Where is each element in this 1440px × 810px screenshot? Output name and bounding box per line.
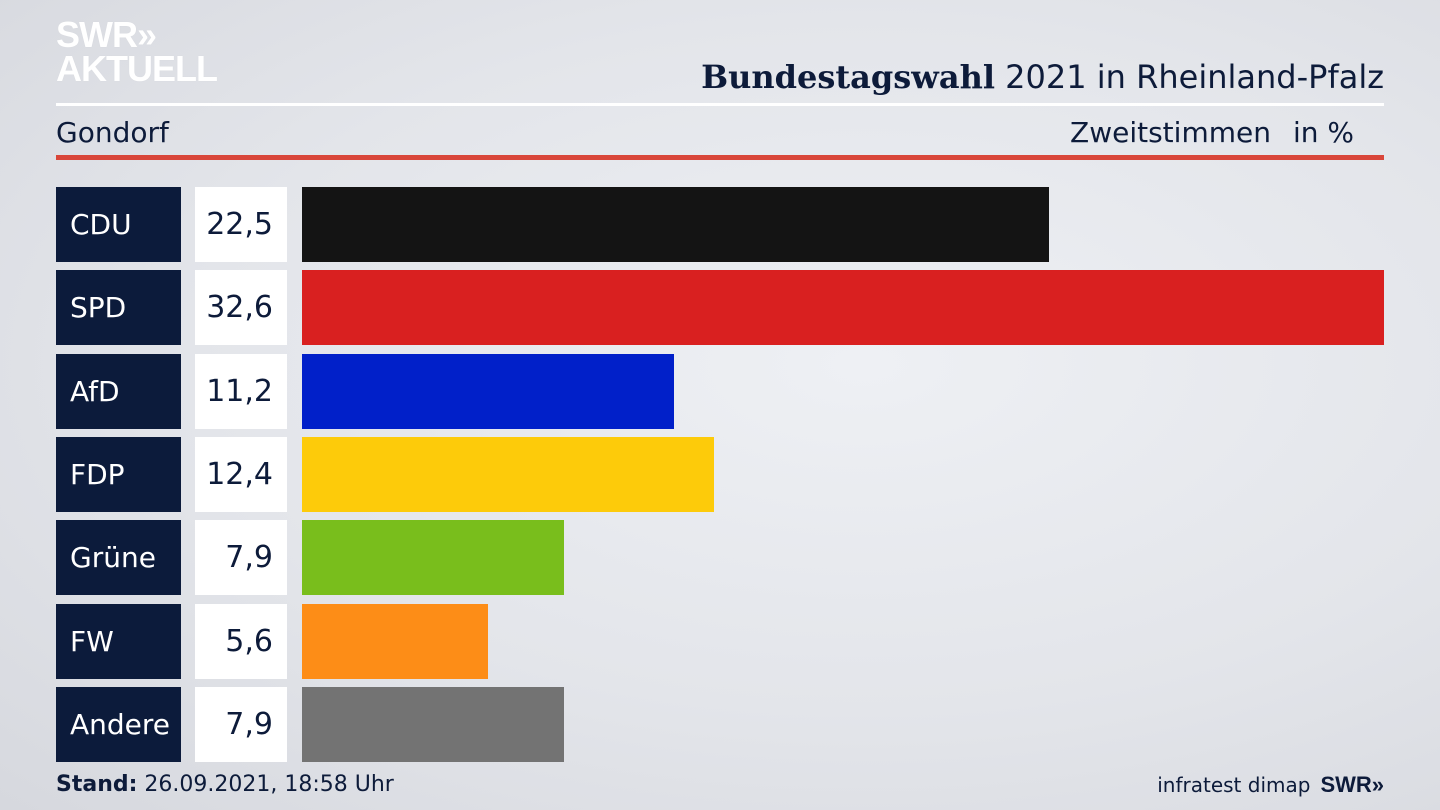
- data-label: 11,2: [195, 354, 287, 429]
- chart-row: FW 5,6: [56, 604, 1384, 679]
- source-credit: infratest dimap SWR»: [1157, 772, 1384, 798]
- source-text: infratest dimap: [1157, 773, 1311, 797]
- party-label: Andere: [56, 687, 181, 762]
- data-label: 32,6: [195, 270, 287, 345]
- title-bold: Bundestagswahl: [701, 58, 995, 96]
- bar: [302, 437, 714, 512]
- bar: [302, 604, 488, 679]
- party-label: FW: [56, 604, 181, 679]
- chart-row: Andere 7,9: [56, 687, 1384, 762]
- stand-value: 26.09.2021, 18:58 Uhr: [137, 772, 394, 797]
- bar: [302, 270, 1384, 345]
- party-label: SPD: [56, 270, 181, 345]
- chart-row: AfD 11,2: [56, 354, 1384, 429]
- unit-text: in %: [1292, 116, 1354, 149]
- data-label: 22,5: [195, 187, 287, 262]
- logo-line-2: AKTUELL: [56, 48, 218, 89]
- title-divider: [56, 103, 1384, 106]
- bar: [302, 520, 564, 595]
- stand-label: Stand:: [56, 772, 138, 797]
- data-label: 7,9: [195, 520, 287, 595]
- accent-divider: [56, 155, 1384, 160]
- bar: [302, 187, 1049, 262]
- bar: [302, 354, 674, 429]
- bar: [302, 687, 564, 762]
- bar-chart: CDU 22,5 SPD 32,6 AfD 11,2 FDP 12,4 Grüne 7,9 FW 5,…: [56, 187, 1384, 762]
- measure-label: Zweitstimmen in %: [1070, 116, 1354, 149]
- party-label: FDP: [56, 437, 181, 512]
- chart-row: SPD 32,6: [56, 270, 1384, 345]
- swr-brand-logo: SWR»: [1320, 772, 1384, 797]
- measure-text: Zweitstimmen: [1070, 116, 1271, 149]
- party-label: AfD: [56, 354, 181, 429]
- data-label: 7,9: [195, 687, 287, 762]
- party-label: CDU: [56, 187, 181, 262]
- timestamp: Stand: 26.09.2021, 18:58 Uhr: [56, 772, 394, 797]
- party-label: Grüne: [56, 520, 181, 595]
- chart-row: Grüne 7,9: [56, 520, 1384, 595]
- chart-row: CDU 22,5: [56, 187, 1384, 262]
- swr-aktuell-logo: SWR» AKTUELL: [56, 14, 218, 89]
- chart-row: FDP 12,4: [56, 437, 1384, 512]
- location-label: Gondorf: [56, 116, 169, 149]
- title-rest: 2021 in Rheinland-Pfalz: [995, 58, 1384, 96]
- data-label: 12,4: [195, 437, 287, 512]
- data-label: 5,6: [195, 604, 287, 679]
- logo-line-1: SWR»: [56, 14, 157, 55]
- chart-title: Bundestagswahl 2021 in Rheinland-Pfalz: [701, 58, 1384, 96]
